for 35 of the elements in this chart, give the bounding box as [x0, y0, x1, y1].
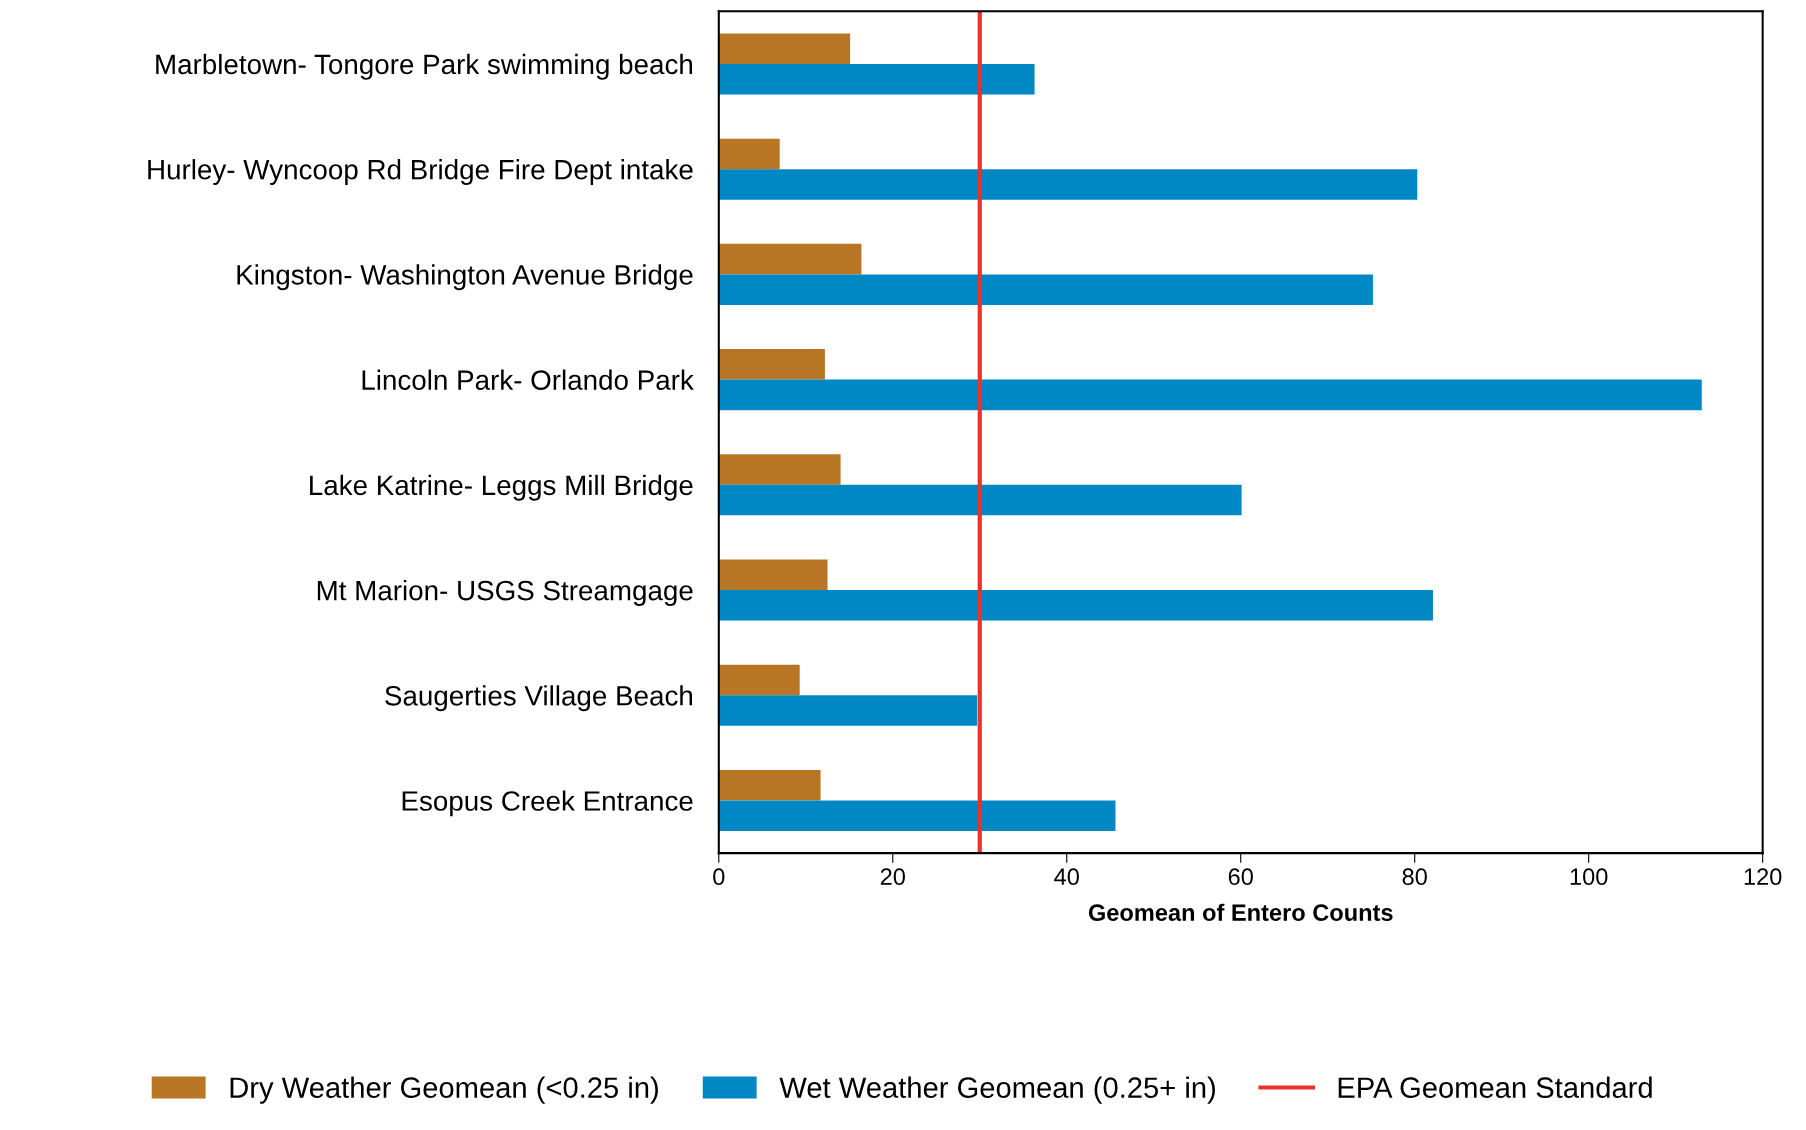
- bar: [718, 590, 1433, 621]
- bar: [718, 484, 1242, 516]
- bar: [718, 664, 800, 696]
- bar: [718, 33, 851, 64]
- y-tick-label: Marbletown- Tongore Park swimming beach: [156, 53, 693, 80]
- bar: [718, 243, 862, 275]
- bar: [718, 559, 828, 591]
- y-tick-label: Saugerties Village Beach: [385, 685, 692, 712]
- y-tick-label: Kingston- Washington Avenue Bridge: [237, 264, 693, 291]
- bar: [718, 274, 1373, 305]
- x-tick-label: 100: [1570, 868, 1608, 886]
- x-tick-label: 0: [713, 868, 725, 886]
- y-tick-label: Lake Katrine- Leggs Mill Bridge: [310, 474, 693, 501]
- legend-label: Dry Weather Geomean (<0.25 in): [230, 1076, 658, 1104]
- legend-label: Wet Weather Geomean (0.25+ in): [779, 1076, 1215, 1104]
- x-tick-label: 80: [1402, 868, 1427, 886]
- bar: [718, 800, 1116, 832]
- y-tick-label: Lincoln Park- Orlando Park: [362, 369, 694, 390]
- bar: [718, 454, 841, 485]
- x-axis-title: Geomean of Entero Counts: [1088, 903, 1393, 921]
- bar: [718, 770, 821, 801]
- y-tick-label: Esopus Creek Entrance: [402, 790, 693, 817]
- bar: [718, 169, 1418, 200]
- y-tick-label: Hurley- Wyncoop Rd Bridge Fire Dept intake: [148, 159, 693, 185]
- bar: [718, 138, 780, 170]
- legend-label: EPA Geomean Standard: [1338, 1076, 1652, 1098]
- y-tick-label: Mt Marion- USGS Streamgage: [317, 580, 693, 606]
- x-tick-label: 60: [1228, 868, 1253, 886]
- bar: [718, 695, 978, 726]
- bar: [718, 349, 825, 380]
- bar: [718, 379, 1702, 411]
- bar: [718, 63, 1035, 95]
- x-tick-label: 20: [880, 868, 905, 886]
- x-tick-label: 40: [1054, 868, 1079, 886]
- x-tick-label: 120: [1744, 868, 1782, 886]
